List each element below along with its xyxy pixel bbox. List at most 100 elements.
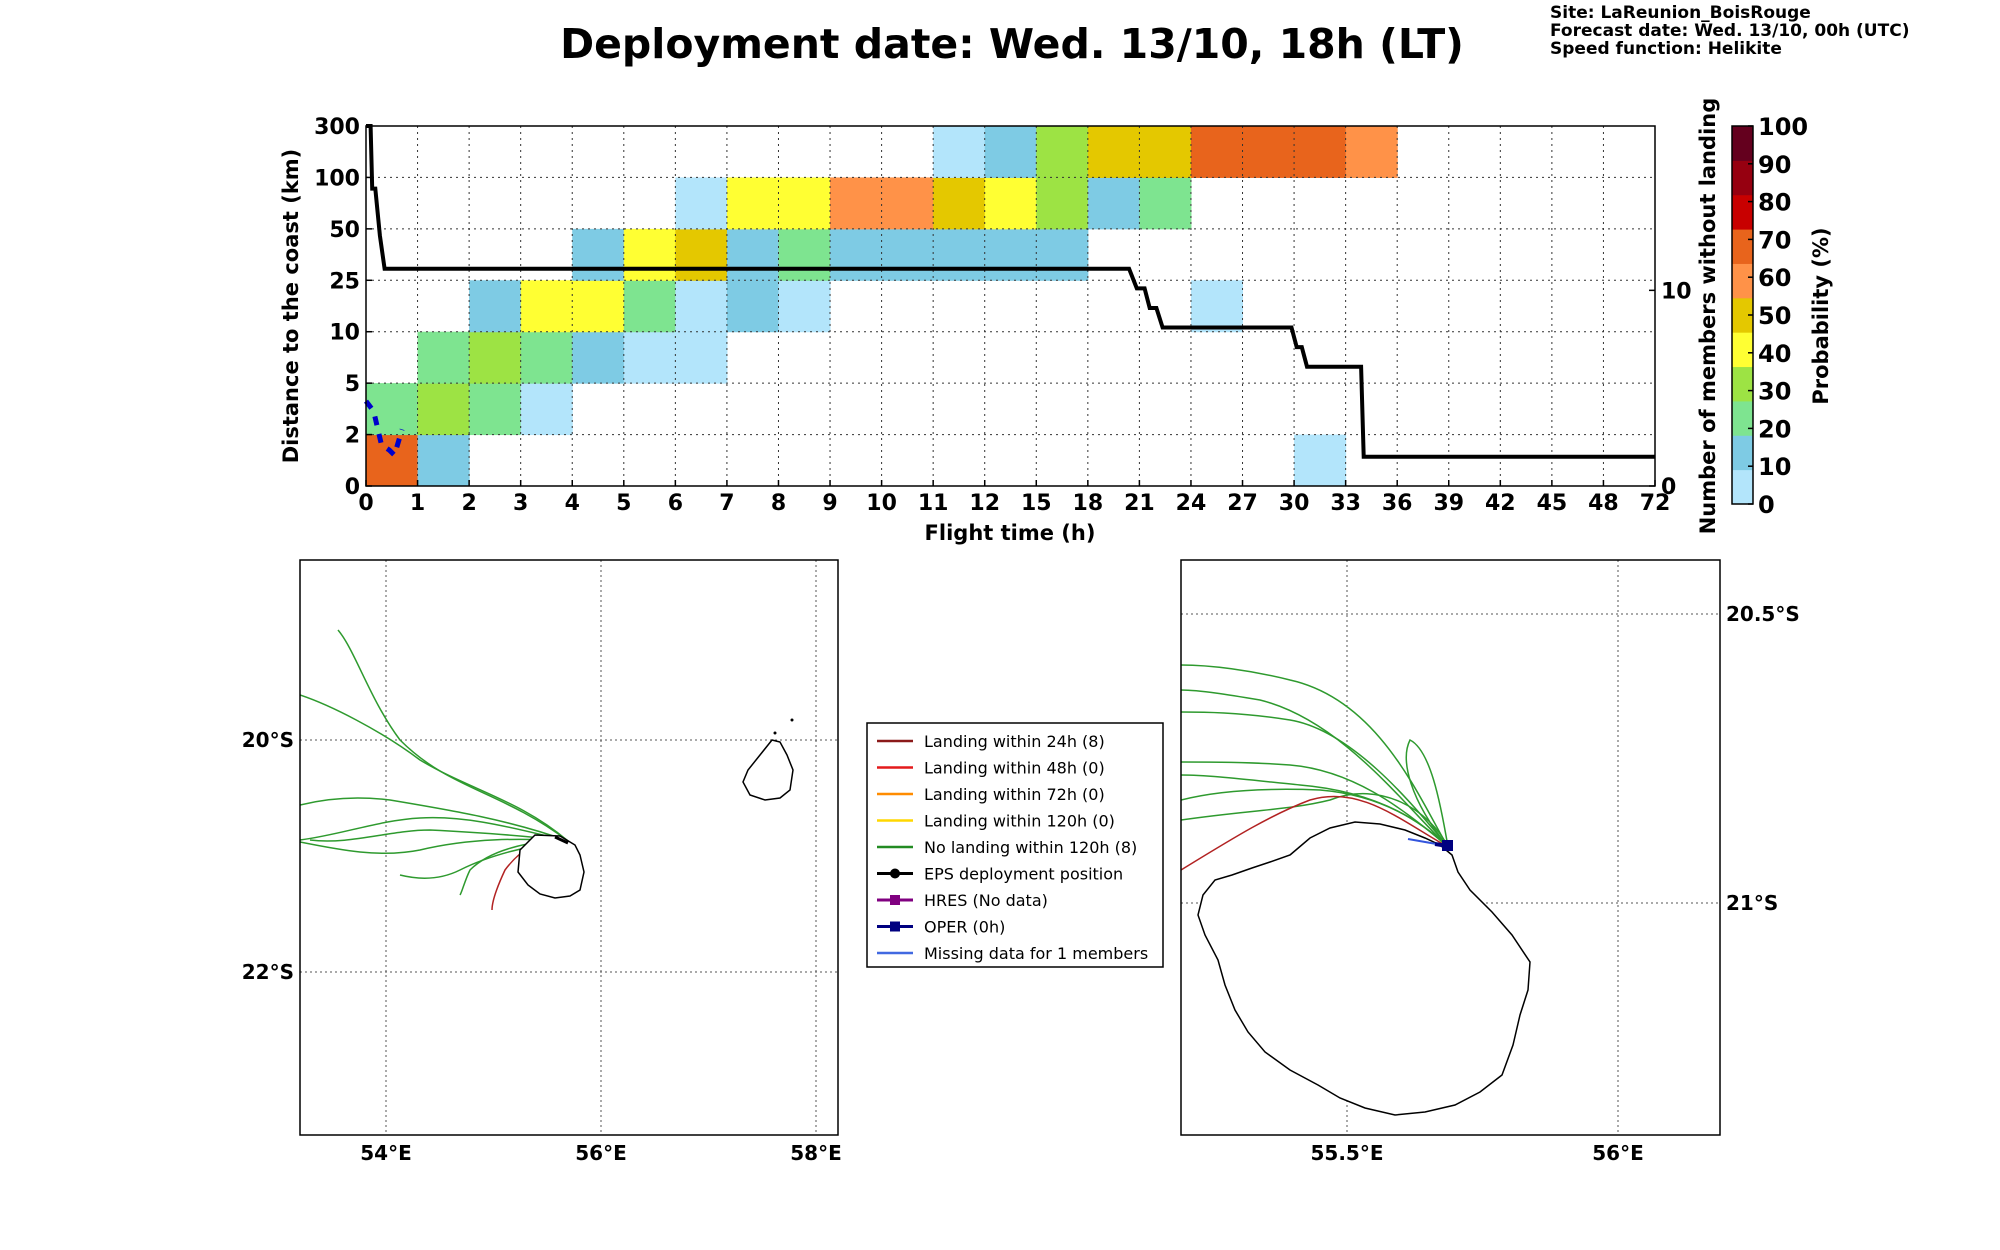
heatmap-cell (778, 280, 831, 333)
heatmap-cell (675, 228, 728, 281)
x-tick-label: 42 (1485, 491, 1516, 516)
heatmap-cell (778, 228, 831, 281)
map-wide-frame (299, 559, 839, 1136)
heatmap-cell (520, 383, 573, 436)
legend-label: HRES (No data) (924, 891, 1048, 910)
map-zoom-grid (1181, 560, 1720, 1135)
info-site: Site: LaReunion_BoisRouge (1550, 3, 1811, 23)
legend-item: Missing data for 1 members (877, 944, 1148, 963)
heatmap-cell (1036, 177, 1089, 230)
heatmap-cell (881, 177, 934, 230)
map-zoom: 55.5°E 56°E 20.5°S 21°S (1180, 559, 1800, 1165)
heatmap-grid (366, 126, 1655, 486)
heatmap-cell (1087, 126, 1140, 178)
colorbar-tick-label: 80 (1758, 189, 1791, 217)
legend-item: EPS deployment position (877, 865, 1123, 884)
oper-trace (1434, 842, 1449, 848)
heatmap-cell (675, 280, 728, 333)
map-zoom-frame (1180, 559, 1721, 1136)
colorbar-tick-label: 60 (1758, 264, 1791, 292)
legend-item: Landing within 72h (0) (877, 785, 1105, 804)
colorbar-cell (1732, 435, 1753, 471)
heatmap-cell (1087, 177, 1140, 230)
x-tick-label: 12 (969, 491, 1000, 516)
heatmap-cell (623, 331, 676, 384)
x-tick-label: 15 (1021, 491, 1052, 516)
x-tick-label: 9 (822, 491, 837, 516)
map-zoom-lon-tick: 56°E (1592, 1141, 1644, 1165)
colorbar-ticks: 0 10 20 30 40 50 60 70 80 90 100 (1748, 113, 1808, 519)
info-speed-function: Speed function: Helikite (1550, 39, 1782, 59)
map-wide: 54°E 56°E 58°E 20°S 22°S (242, 559, 842, 1165)
legend-label: No landing within 120h (8) (924, 838, 1137, 857)
legend: Landing within 24h (8) Landing within 48h… (866, 722, 1164, 968)
colorbar-cell (1732, 469, 1753, 505)
colorbar-cell (1732, 332, 1753, 368)
islet-marker (790, 718, 794, 722)
heatmap-cell (623, 280, 676, 333)
heatmap-cell (623, 228, 676, 281)
colorbar-tick-label: 0 (1758, 491, 1775, 519)
heatmap-cell (1242, 126, 1295, 178)
heatmap-cell (520, 280, 573, 333)
x-tick-label: 8 (771, 491, 786, 516)
heatmap-y2-label: Number of members without landing (1696, 98, 1720, 535)
legend-label: Landing within 120h (0) (924, 812, 1115, 831)
heatmap-cell (933, 228, 986, 281)
x-tick-label: 45 (1537, 491, 1568, 516)
map-wide-lon-tick: 54°E (360, 1141, 412, 1165)
y-tick-label: 10 (329, 321, 360, 346)
heatmap-cells (366, 126, 1398, 487)
x-tick-label: 4 (565, 491, 580, 516)
map-zoom-lat-tick: 20.5°S (1726, 602, 1800, 626)
x-tick-label: 18 (1073, 491, 1104, 516)
heatmap-cell (1139, 177, 1192, 230)
heatmap-chart: 0 1 2 3 4 5 6 7 8 9 10 11 12 15 18 21 24 27 30 33 36 39 42 45 48… (279, 98, 1720, 545)
y2-tick-label: 0 (1661, 475, 1676, 500)
legend-marker (890, 921, 900, 932)
colorbar-tick-label: 100 (1758, 113, 1808, 141)
heatmap-x-label: Flight time (h) (925, 521, 1096, 545)
colorbar-cell (1732, 400, 1753, 436)
heatmap-cell (1036, 126, 1089, 178)
heatmap-cell (984, 126, 1037, 178)
heatmap-cell (520, 331, 573, 384)
heatmap-cell (417, 434, 470, 487)
map-wide-lat-tick: 22°S (242, 960, 294, 984)
heatmap-cell (1190, 126, 1244, 178)
heatmap-cell (1345, 126, 1398, 178)
x-tick-label: 0 (358, 491, 373, 516)
y-tick-label: 100 (314, 166, 360, 191)
map-wide-lon-tick: 56°E (575, 1141, 627, 1165)
heatmap-cell (1294, 126, 1347, 178)
legend-item: Landing within 24h (8) (877, 732, 1105, 751)
map-wide-grid (300, 560, 838, 1135)
x-tick-label: 39 (1433, 491, 1464, 516)
colorbar-label: Probability (%) (1809, 227, 1833, 404)
heatmap-y2-ticks: 0 10 (1649, 279, 1692, 500)
heatmap-cell (469, 383, 522, 436)
colorbar-cell (1732, 160, 1753, 196)
heatmap-cell (984, 177, 1037, 230)
mauritius-island-outline (742, 739, 794, 801)
heatmap-cell (572, 228, 625, 281)
x-tick-label: 11 (918, 491, 949, 516)
legend-label: OPER (0h) (924, 918, 1005, 937)
heatmap-x-ticks: 0 1 2 3 4 5 6 7 8 9 10 11 12 15 18 21 24 27 30 33 36 39 42 45 48… (358, 480, 1670, 516)
colorbar-tick-label: 40 (1758, 340, 1791, 368)
x-tick-label: 5 (616, 491, 631, 516)
heatmap-cell (984, 228, 1037, 281)
colorbar-cell (1732, 194, 1753, 230)
legend-label: Landing within 48h (0) (924, 759, 1105, 778)
heatmap-frame (365, 125, 1656, 487)
map-wide-lon-tick: 58°E (790, 1141, 842, 1165)
colorbar-cell (1732, 297, 1753, 333)
members-without-landing-line (366, 124, 1655, 459)
legend-label: Missing data for 1 members (924, 944, 1148, 963)
colorbar: 0 10 20 30 40 50 60 70 80 90 100 Probability (%) (1731, 113, 1833, 519)
colorbar-cells (1732, 126, 1753, 505)
colorbar-cell (1732, 126, 1753, 161)
heatmap-cell (417, 331, 470, 384)
heatmap-cell (1036, 228, 1089, 281)
